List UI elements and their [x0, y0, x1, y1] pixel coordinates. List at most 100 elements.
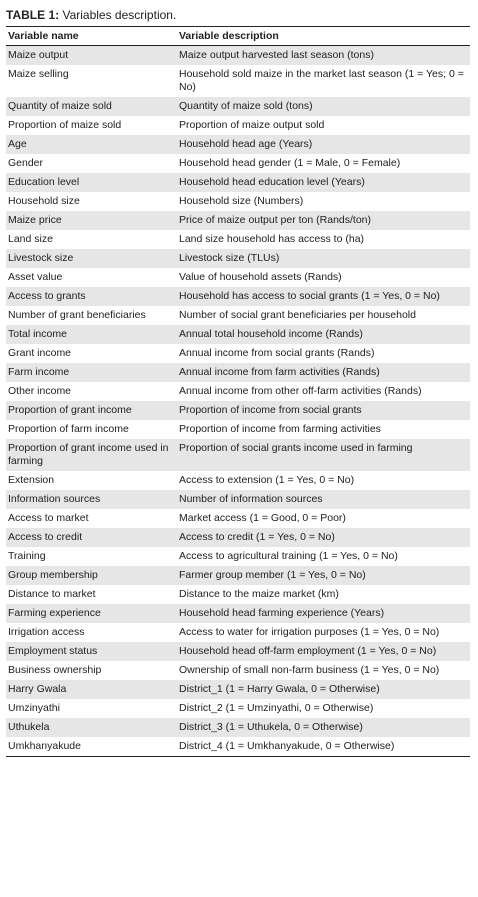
variable-name: Total income — [6, 325, 177, 344]
variable-description: Household head farming experience (Years… — [177, 604, 470, 623]
variable-description: Land size household has access to (ha) — [179, 233, 365, 245]
variable-description: Distance to the maize market (km) — [179, 588, 339, 600]
table-row: Access to market Market access (1 = Good,… — [6, 509, 470, 528]
variable-description: District_2 (1 = Umzinyathi, 0 = Otherwis… — [179, 702, 374, 714]
variable-name: Maize selling — [8, 68, 69, 80]
table-row: Household size Household size (Numbers) — [6, 192, 470, 211]
table-row: Land size Land size household has access … — [6, 230, 470, 249]
variable-name: Proportion of grant income used in farmi… — [6, 439, 177, 471]
variable-description: Ownership of small non-farm business (1 … — [179, 664, 440, 676]
header-row: Variable name Variable description — [6, 26, 470, 46]
table-row: Access to credit Access to credit (1 = Ye… — [6, 528, 470, 547]
table-row: Total income Annual total household incom… — [6, 325, 470, 344]
variable-description: Number of information sources — [177, 490, 470, 509]
table-row: Farming experience Household head farming… — [6, 604, 470, 623]
variable-name: Umkhanyakude — [6, 737, 177, 757]
table-row: Proportion of grant income Proportion of … — [6, 401, 470, 420]
variable-name: Land size — [8, 233, 53, 245]
table-row: Harry Gwala District_1 (1 = Harry Gwala, … — [6, 680, 470, 699]
variable-description: Proportion of income from farming activi… — [179, 423, 381, 435]
variable-description: Price of maize output per ton (Rands/ton… — [177, 211, 470, 230]
table-row: Training Access to agricultural training … — [6, 547, 470, 566]
variable-name: Uthukela — [6, 718, 177, 737]
table-row: Maize price Price of maize output per ton… — [6, 211, 470, 230]
table-row: Umzinyathi District_2 (1 = Umzinyathi, 0 … — [6, 699, 470, 718]
variable-name: Access to grants — [6, 287, 177, 306]
variable-name: Livestock size — [6, 249, 177, 268]
variable-name: Employment status — [6, 642, 177, 661]
variable-description: District_4 (1 = Umkhanyakude, 0 = Otherw… — [177, 737, 470, 757]
variable-description: Household head off-farm employment (1 = … — [177, 642, 470, 661]
table-row: Distance to market Distance to the maize … — [6, 585, 470, 604]
variables-table: Variable name Variable description Maize… — [6, 26, 470, 757]
table-row: Number of grant beneficiaries Number of s… — [6, 306, 470, 325]
variable-name: Proportion of grant income — [6, 401, 177, 420]
variable-description: Maize output harvested last season (tons… — [177, 45, 470, 65]
table-row: Proportion of farm income Proportion of i… — [6, 420, 470, 439]
table-row: Livestock size Livestock size (TLUs) — [6, 249, 470, 268]
column-header: Variable name — [6, 26, 177, 46]
table-row: Education level Household head education … — [6, 173, 470, 192]
variable-name: Proportion of farm income — [8, 423, 129, 435]
table-row: Extension Access to extension (1 = Yes, 0… — [6, 471, 470, 490]
variable-name: Farming experience — [6, 604, 177, 623]
variable-description: Number of social grant beneficiaries per… — [179, 309, 416, 321]
variable-name: Age — [6, 135, 177, 154]
variable-name: Group membership — [6, 566, 177, 585]
variable-name: Grant income — [8, 347, 72, 359]
variable-description: District_3 (1 = Uthukela, 0 = Otherwise) — [177, 718, 470, 737]
table-row: Access to grants Household has access to … — [6, 287, 470, 306]
variable-description: Household has access to social grants (1… — [177, 287, 470, 306]
table-row: Quantity of maize sold Quantity of maize … — [6, 97, 470, 116]
variable-name: Irrigation access — [8, 626, 85, 638]
variable-name: Asset value — [8, 271, 63, 283]
variable-name: Training — [8, 550, 46, 562]
variable-description: Annual income from other off-farm activi… — [179, 385, 422, 397]
variable-name: Information sources — [6, 490, 177, 509]
variable-description: Household head gender (1 = Male, 0 = Fem… — [179, 157, 401, 169]
variable-name: Other income — [8, 385, 72, 397]
table-body: Maize output Maize output harvested last … — [6, 45, 470, 757]
variable-description: Annual income from social grants (Rands) — [179, 347, 375, 359]
table-row: Uthukela District_3 (1 = Uthukela, 0 = Ot… — [6, 718, 470, 737]
variable-name: Business ownership — [8, 664, 102, 676]
variable-description: Farmer group member (1 = Yes, 0 = No) — [177, 566, 470, 585]
variable-description: Proportion of income from social grants — [177, 401, 470, 420]
variable-description: Value of household assets (Rands) — [179, 271, 342, 283]
variable-name: Distance to market — [8, 588, 96, 600]
table-row: Asset value Value of household assets (Ra… — [6, 268, 470, 287]
column-header: Variable description — [177, 26, 470, 46]
variable-name: Umzinyathi — [8, 702, 60, 714]
variable-description: Household size (Numbers) — [179, 195, 304, 207]
table-row: Irrigation access Access to water for irr… — [6, 623, 470, 642]
variable-name: Maize price — [6, 211, 177, 230]
variable-name: Maize output — [6, 45, 177, 65]
variable-name: Harry Gwala — [6, 680, 177, 699]
variable-name: Extension — [8, 474, 55, 486]
table-row: Gender Household head gender (1 = Male, 0… — [6, 154, 470, 173]
variable-description: Market access (1 = Good, 0 = Poor) — [179, 512, 346, 524]
table-row: Other income Annual income from other off… — [6, 382, 470, 401]
table-row: Age Household head age (Years) — [6, 135, 470, 154]
caption-text: Variables description. — [62, 8, 177, 22]
variable-description: Livestock size (TLUs) — [177, 249, 470, 268]
table-caption: TABLE 1: Variables description. — [6, 8, 470, 22]
variable-description: Proportion of social grants income used … — [177, 439, 470, 471]
variable-name: Access to market — [8, 512, 89, 524]
variable-description: Quantity of maize sold (tons) — [177, 97, 470, 116]
variable-name: Number of grant beneficiaries — [8, 309, 146, 321]
caption-label: TABLE 1: — [6, 8, 60, 22]
variable-description: District_1 (1 = Harry Gwala, 0 = Otherwi… — [177, 680, 470, 699]
variable-name: Quantity of maize sold — [6, 97, 177, 116]
variable-name: Farm income — [6, 363, 177, 382]
variable-name: Access to credit — [6, 528, 177, 547]
table-row: Grant income Annual income from social gr… — [6, 344, 470, 363]
variable-description: Annual income from farm activities (Rand… — [177, 363, 470, 382]
table-row: Proportion of grant income used in farmi… — [6, 439, 470, 471]
table-row: Umkhanyakude District_4 (1 = Umkhanyakude… — [6, 737, 470, 757]
variable-description: Household head age (Years) — [177, 135, 470, 154]
table-row: Maize output Maize output harvested last … — [6, 45, 470, 65]
variable-description: Annual total household income (Rands) — [177, 325, 470, 344]
table-row: Information sources Number of information… — [6, 490, 470, 509]
